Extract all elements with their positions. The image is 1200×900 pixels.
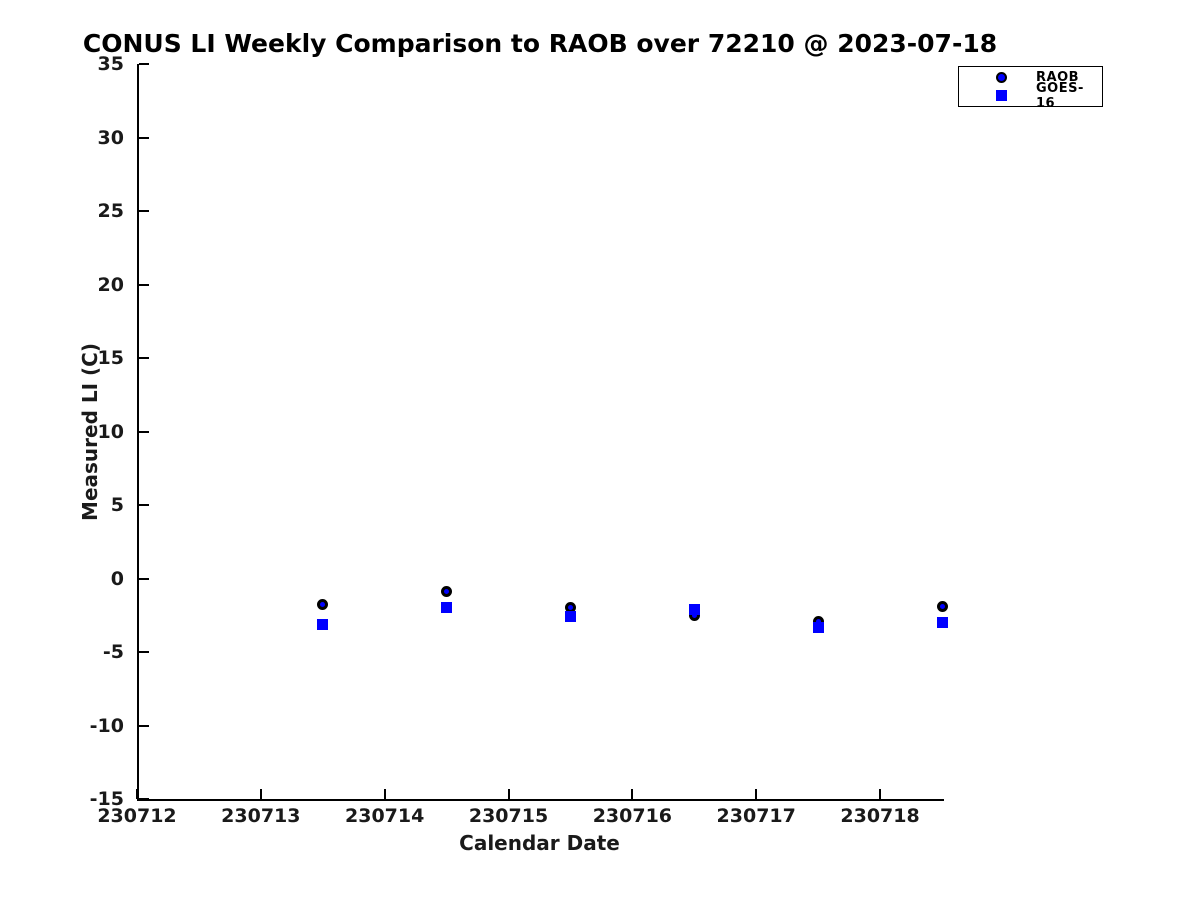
y-tick-mark bbox=[139, 357, 149, 359]
raob-data-point bbox=[317, 599, 329, 611]
y-tick-label: -5 bbox=[102, 641, 124, 663]
goes16-square-marker-icon bbox=[996, 90, 1007, 101]
x-tick-label: 230714 bbox=[345, 805, 425, 827]
y-tick-mark bbox=[139, 63, 149, 65]
goes16-data-point bbox=[812, 621, 824, 633]
y-tick-label: 5 bbox=[110, 494, 124, 516]
raob-circle-marker-icon bbox=[996, 72, 1007, 83]
y-tick-label: 30 bbox=[97, 126, 124, 149]
y-tick-mark bbox=[139, 651, 149, 653]
goes16-data-point bbox=[564, 611, 576, 623]
x-tick-label: 230718 bbox=[840, 805, 920, 827]
y-tick-mark bbox=[139, 798, 149, 800]
y-tick-label: 15 bbox=[97, 347, 124, 369]
x-tick-mark bbox=[507, 789, 510, 799]
x-tick-label: 230716 bbox=[592, 805, 673, 827]
y-tick-label: 35 bbox=[97, 53, 124, 75]
x-tick-label: 230717 bbox=[716, 805, 796, 827]
x-tick-label: 230715 bbox=[468, 805, 549, 827]
raob-data-point bbox=[441, 586, 453, 598]
y-tick-label: -10 bbox=[89, 714, 124, 737]
legend: RAOB GOES-16 bbox=[958, 66, 1103, 111]
y-tick-label: -15 bbox=[89, 788, 124, 810]
y-tick-mark bbox=[139, 136, 149, 139]
chart-title: CONUS LI Weekly Comparison to RAOB over … bbox=[82, 29, 998, 58]
x-tick-mark bbox=[755, 789, 758, 799]
y-tick-mark bbox=[139, 210, 149, 212]
y-tick-mark bbox=[139, 283, 149, 286]
y-axis-label: Measured LI (C) bbox=[78, 343, 102, 521]
x-axis-line bbox=[137, 799, 944, 801]
legend-label-goes16: GOES-16 bbox=[1036, 80, 1084, 111]
raob-data-point bbox=[936, 600, 948, 612]
goes16-data-point bbox=[317, 618, 329, 630]
y-tick-mark bbox=[139, 430, 149, 433]
legend-item-goes16: GOES-16 bbox=[959, 81, 1102, 111]
x-tick-label: 230712 bbox=[97, 805, 177, 827]
x-tick-label: 230713 bbox=[221, 805, 301, 827]
x-tick-mark bbox=[631, 789, 634, 799]
legend-item-raob: RAOB bbox=[959, 70, 1102, 85]
y-axis-line bbox=[137, 64, 139, 801]
y-tick-label: 10 bbox=[97, 420, 124, 443]
goes16-data-point bbox=[441, 602, 453, 614]
y-tick-mark bbox=[139, 504, 149, 506]
y-tick-mark bbox=[139, 724, 149, 727]
y-tick-label: 20 bbox=[97, 273, 124, 296]
x-axis-label: Calendar Date bbox=[459, 831, 620, 855]
x-tick-mark bbox=[136, 789, 138, 799]
goes16-data-point bbox=[688, 603, 700, 615]
y-tick-mark bbox=[139, 577, 149, 580]
y-tick-label: 0 bbox=[110, 567, 124, 590]
x-tick-mark bbox=[259, 789, 262, 799]
goes16-data-point bbox=[936, 617, 948, 629]
x-tick-mark bbox=[383, 789, 386, 799]
y-tick-label: 25 bbox=[97, 200, 124, 222]
legend-label-raob: RAOB bbox=[1036, 70, 1080, 85]
x-tick-mark bbox=[879, 789, 882, 799]
